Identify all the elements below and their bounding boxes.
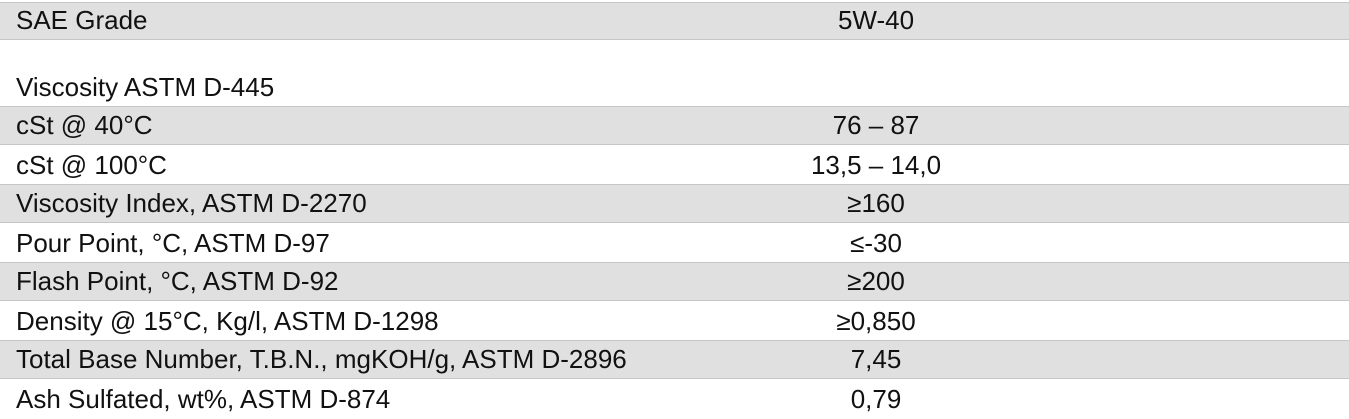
table-row: SAE Grade 5W-40	[0, 2, 1349, 40]
property-label: Pour Point, °C, ASTM D-97	[16, 228, 330, 258]
table-row: Flash Point, °C, ASTM D-92 ≥200	[0, 262, 1349, 301]
property-label: Flash Point, °C, ASTM D-92	[16, 266, 339, 296]
property-label: Density @ 15°C, Kg/l, ASTM D-1298	[16, 306, 439, 336]
property-label: cSt @ 100°C	[16, 150, 167, 180]
table-row: cSt @ 100°C 13,5 – 14,0	[0, 145, 1349, 184]
property-value: 0,79	[850, 384, 902, 414]
property-label: Viscosity ASTM D-445	[16, 72, 275, 102]
table-row: Viscosity Index, ASTM D-2270 ≥160	[0, 184, 1349, 223]
table-row: Pour Point, °C, ASTM D-97 ≤-30	[0, 223, 1349, 262]
property-value: 7,45	[850, 344, 902, 374]
property-label: SAE Grade	[16, 5, 148, 35]
property-label: Ash Sulfated, wt%, ASTM D-874	[16, 384, 391, 414]
property-value: ≤-30	[850, 228, 902, 258]
property-label: Viscosity Index, ASTM D-2270	[16, 188, 367, 218]
property-label: Total Base Number, T.B.N., mgKOH/g, ASTM…	[16, 344, 627, 374]
property-value: 5W-40	[837, 5, 915, 35]
table-row: Density @ 15°C, Kg/l, ASTM D-1298 ≥0,850	[0, 301, 1349, 340]
property-value: 76 – 87	[832, 110, 920, 140]
table-row: Total Base Number, T.B.N., mgKOH/g, ASTM…	[0, 340, 1349, 379]
property-value: ≥200	[847, 266, 905, 296]
table-row: Ash Sulfated, wt%, ASTM D-874 0,79	[0, 379, 1349, 418]
property-value: 13,5 – 14,0	[810, 150, 942, 180]
table-row: Viscosity ASTM D-445	[0, 40, 1349, 106]
property-value: ≥0,850	[836, 306, 916, 336]
property-label: cSt @ 40°C	[16, 110, 153, 140]
property-value: ≥160	[847, 188, 905, 218]
table-row: cSt @ 40°C 76 – 87	[0, 106, 1349, 145]
